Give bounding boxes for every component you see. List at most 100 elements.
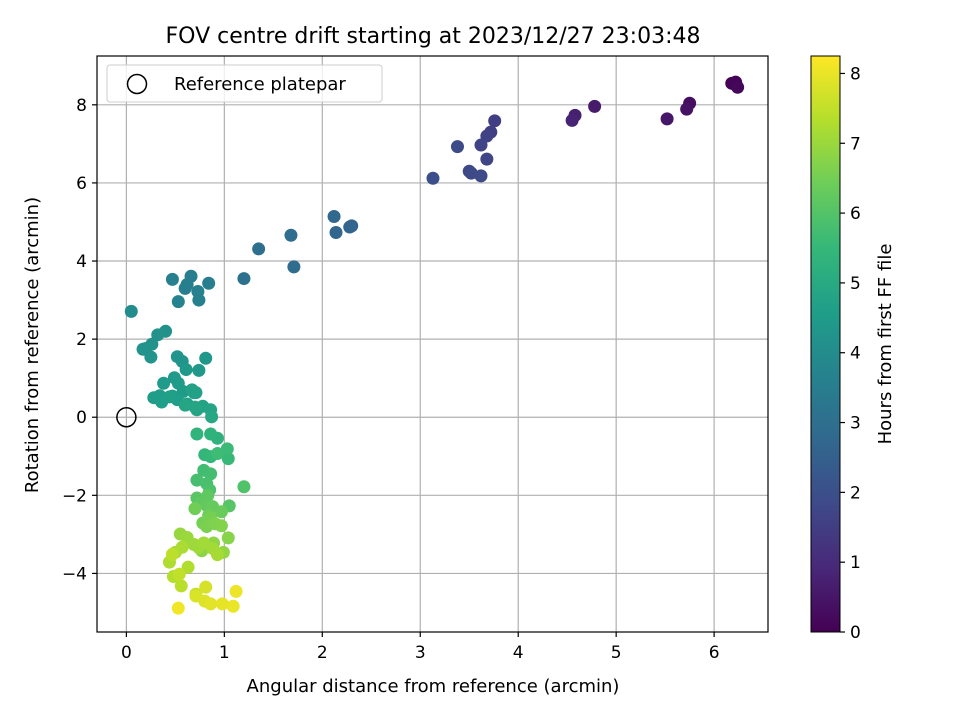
data-point: [178, 398, 192, 412]
data-point: [480, 152, 494, 166]
data-point: [252, 242, 266, 256]
data-point: [237, 272, 251, 286]
data-point: [329, 226, 343, 240]
data-point: [214, 505, 228, 519]
data-point: [171, 295, 185, 309]
y-axis-ticks: −4 −2 0 2 4 6 8: [62, 96, 97, 584]
data-point: [181, 560, 195, 574]
data-point: [172, 567, 186, 581]
colorbar: 0 1 2 3 4 5 6 7 8 Hours from first FF file: [810, 55, 896, 643]
data-point: [210, 447, 224, 461]
y-tick-label: 0: [76, 408, 87, 428]
chart-title: FOV centre drift starting at 2023/12/27 …: [166, 24, 701, 49]
legend-marker-reference: [126, 73, 148, 95]
x-tick-label: 0: [121, 643, 132, 663]
data-point: [157, 376, 171, 390]
colorbar-tick-label: 7: [850, 134, 861, 154]
data-point: [175, 540, 189, 554]
data-point: [488, 114, 502, 128]
colorbar-tick-label: 0: [850, 623, 861, 643]
x-tick-label: 1: [219, 643, 230, 663]
colorbar-tick-label: 2: [850, 483, 861, 503]
colorbar-tick-label: 5: [850, 274, 861, 294]
plot-frame: [96, 55, 769, 633]
data-point: [202, 276, 216, 290]
data-point: [190, 427, 204, 441]
data-point: [192, 293, 206, 307]
data-point: [192, 363, 206, 377]
x-axis-label: Angular distance from reference (arcmin): [247, 676, 620, 697]
colorbar-tick-label: 6: [850, 204, 861, 224]
legend: Reference platepar: [106, 64, 383, 103]
data-point: [189, 386, 203, 400]
data-point: [205, 410, 219, 424]
y-tick-label: −2: [62, 486, 87, 506]
data-point: [165, 272, 179, 286]
data-point: [588, 99, 602, 113]
data-point: [221, 452, 235, 466]
data-point: [284, 228, 298, 242]
data-point: [178, 281, 192, 295]
data-point: [151, 328, 165, 342]
data-point: [179, 363, 193, 377]
y-axis-label: Rotation from reference (arcmin): [22, 197, 43, 493]
x-tick-label: 4: [513, 643, 524, 663]
y-tick-label: 6: [76, 174, 87, 194]
data-point: [426, 171, 440, 185]
data-point: [731, 80, 745, 94]
data-points: [116, 75, 745, 615]
x-tick-label: 5: [611, 643, 622, 663]
data-point: [165, 547, 179, 561]
colorbar-tick-label: 1: [850, 553, 861, 573]
data-point: [201, 489, 215, 503]
colorbar-tick-label: 3: [850, 414, 861, 434]
data-point: [450, 140, 464, 154]
data-point: [162, 390, 176, 404]
x-tick-label: 3: [415, 643, 426, 663]
data-point: [680, 102, 694, 116]
data-point: [474, 138, 488, 152]
data-point: [474, 169, 488, 183]
data-point: [204, 597, 218, 611]
data-point: [226, 599, 240, 613]
legend-label-reference: Reference platepar: [174, 74, 346, 95]
data-point: [136, 342, 150, 356]
data-point: [204, 467, 218, 481]
y-tick-label: 4: [76, 252, 87, 272]
data-point: [174, 579, 188, 593]
data-point: [220, 442, 234, 456]
data-point: [565, 113, 579, 127]
data-point: [214, 519, 228, 533]
legend-box: [106, 64, 383, 103]
x-tick-label: 2: [317, 643, 328, 663]
data-point: [660, 112, 674, 126]
data-point: [171, 601, 185, 615]
data-point: [199, 580, 213, 594]
colorbar-label: Hours from first FF file: [875, 244, 896, 445]
data-point: [199, 351, 213, 365]
colorbar-tick-label: 8: [850, 64, 861, 84]
reference-marker: [116, 406, 137, 428]
y-tick-label: 8: [76, 96, 87, 116]
y-tick-label: −4: [62, 564, 87, 584]
data-point: [343, 220, 357, 234]
colorbar-gradient: [810, 55, 841, 633]
data-point: [124, 304, 138, 318]
data-point: [237, 480, 251, 494]
colorbar-ticks: 0 1 2 3 4 5 6 7 8: [840, 64, 861, 643]
data-point: [204, 427, 218, 441]
data-point: [221, 531, 235, 545]
data-point: [188, 400, 202, 414]
data-point: [229, 584, 243, 598]
data-point: [464, 166, 478, 180]
x-axis-ticks: 0 1 2 3 4 5 6: [121, 632, 720, 663]
colorbar-tick-label: 4: [850, 344, 861, 364]
data-point: [215, 597, 229, 611]
data-point: [210, 548, 224, 562]
data-point: [327, 209, 341, 223]
y-tick-label: 2: [76, 330, 87, 350]
data-point: [190, 473, 204, 487]
data-point: [188, 502, 202, 516]
x-tick-label: 6: [709, 643, 720, 663]
